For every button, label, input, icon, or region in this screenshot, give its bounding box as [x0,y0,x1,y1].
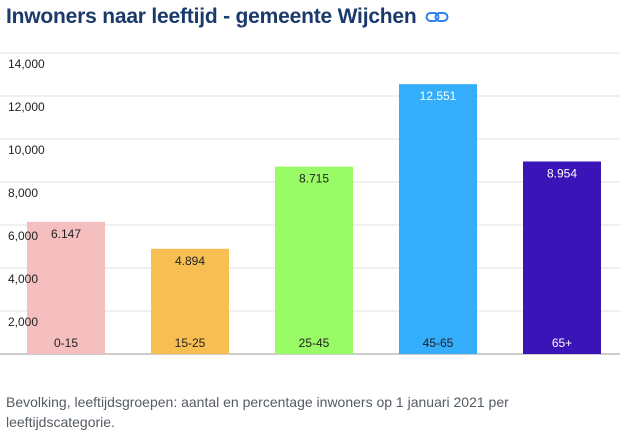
y-tick-label: 4,000 [8,272,38,286]
link-icon[interactable] [425,10,449,24]
y-tick-label: 14,000 [8,57,45,71]
bar-0-15[interactable] [27,221,105,354]
y-tick-label: 2,000 [8,315,38,329]
bar-15-25[interactable] [151,248,229,354]
title-row: Inwoners naar leeftijd - gemeente Wijche… [6,4,449,30]
y-tick-label: 6,000 [8,229,38,243]
bar-chart: 2,000 4,000 6,000 8,000 10,000 12,000 14,000 6.… [0,52,620,355]
bar-65+[interactable] [523,161,601,354]
bar-value-label: 8.715 [299,172,329,186]
x-category-label: 25-45 [299,336,330,350]
bar-45-65[interactable] [399,84,477,354]
x-category-label: 0-15 [54,336,78,350]
bar-value-label: 12.551 [420,89,457,103]
y-tick-label: 10,000 [8,143,45,157]
chart-caption: Bevolking, leeftijdsgroepen: aantal en p… [6,394,509,430]
bar-value-label: 4.894 [175,254,205,268]
y-tick-label: 8,000 [8,186,38,200]
x-category-label: 65+ [552,336,572,350]
y-tick-label: 12,000 [8,100,45,114]
bar-value-label: 6.147 [51,227,81,241]
bar-25-45[interactable] [275,166,353,354]
x-category-label: 15-25 [175,336,206,350]
x-category-label: 45-65 [423,336,454,350]
bar-value-label: 8.954 [547,166,577,180]
page-title: Inwoners naar leeftijd - gemeente Wijche… [6,5,417,28]
